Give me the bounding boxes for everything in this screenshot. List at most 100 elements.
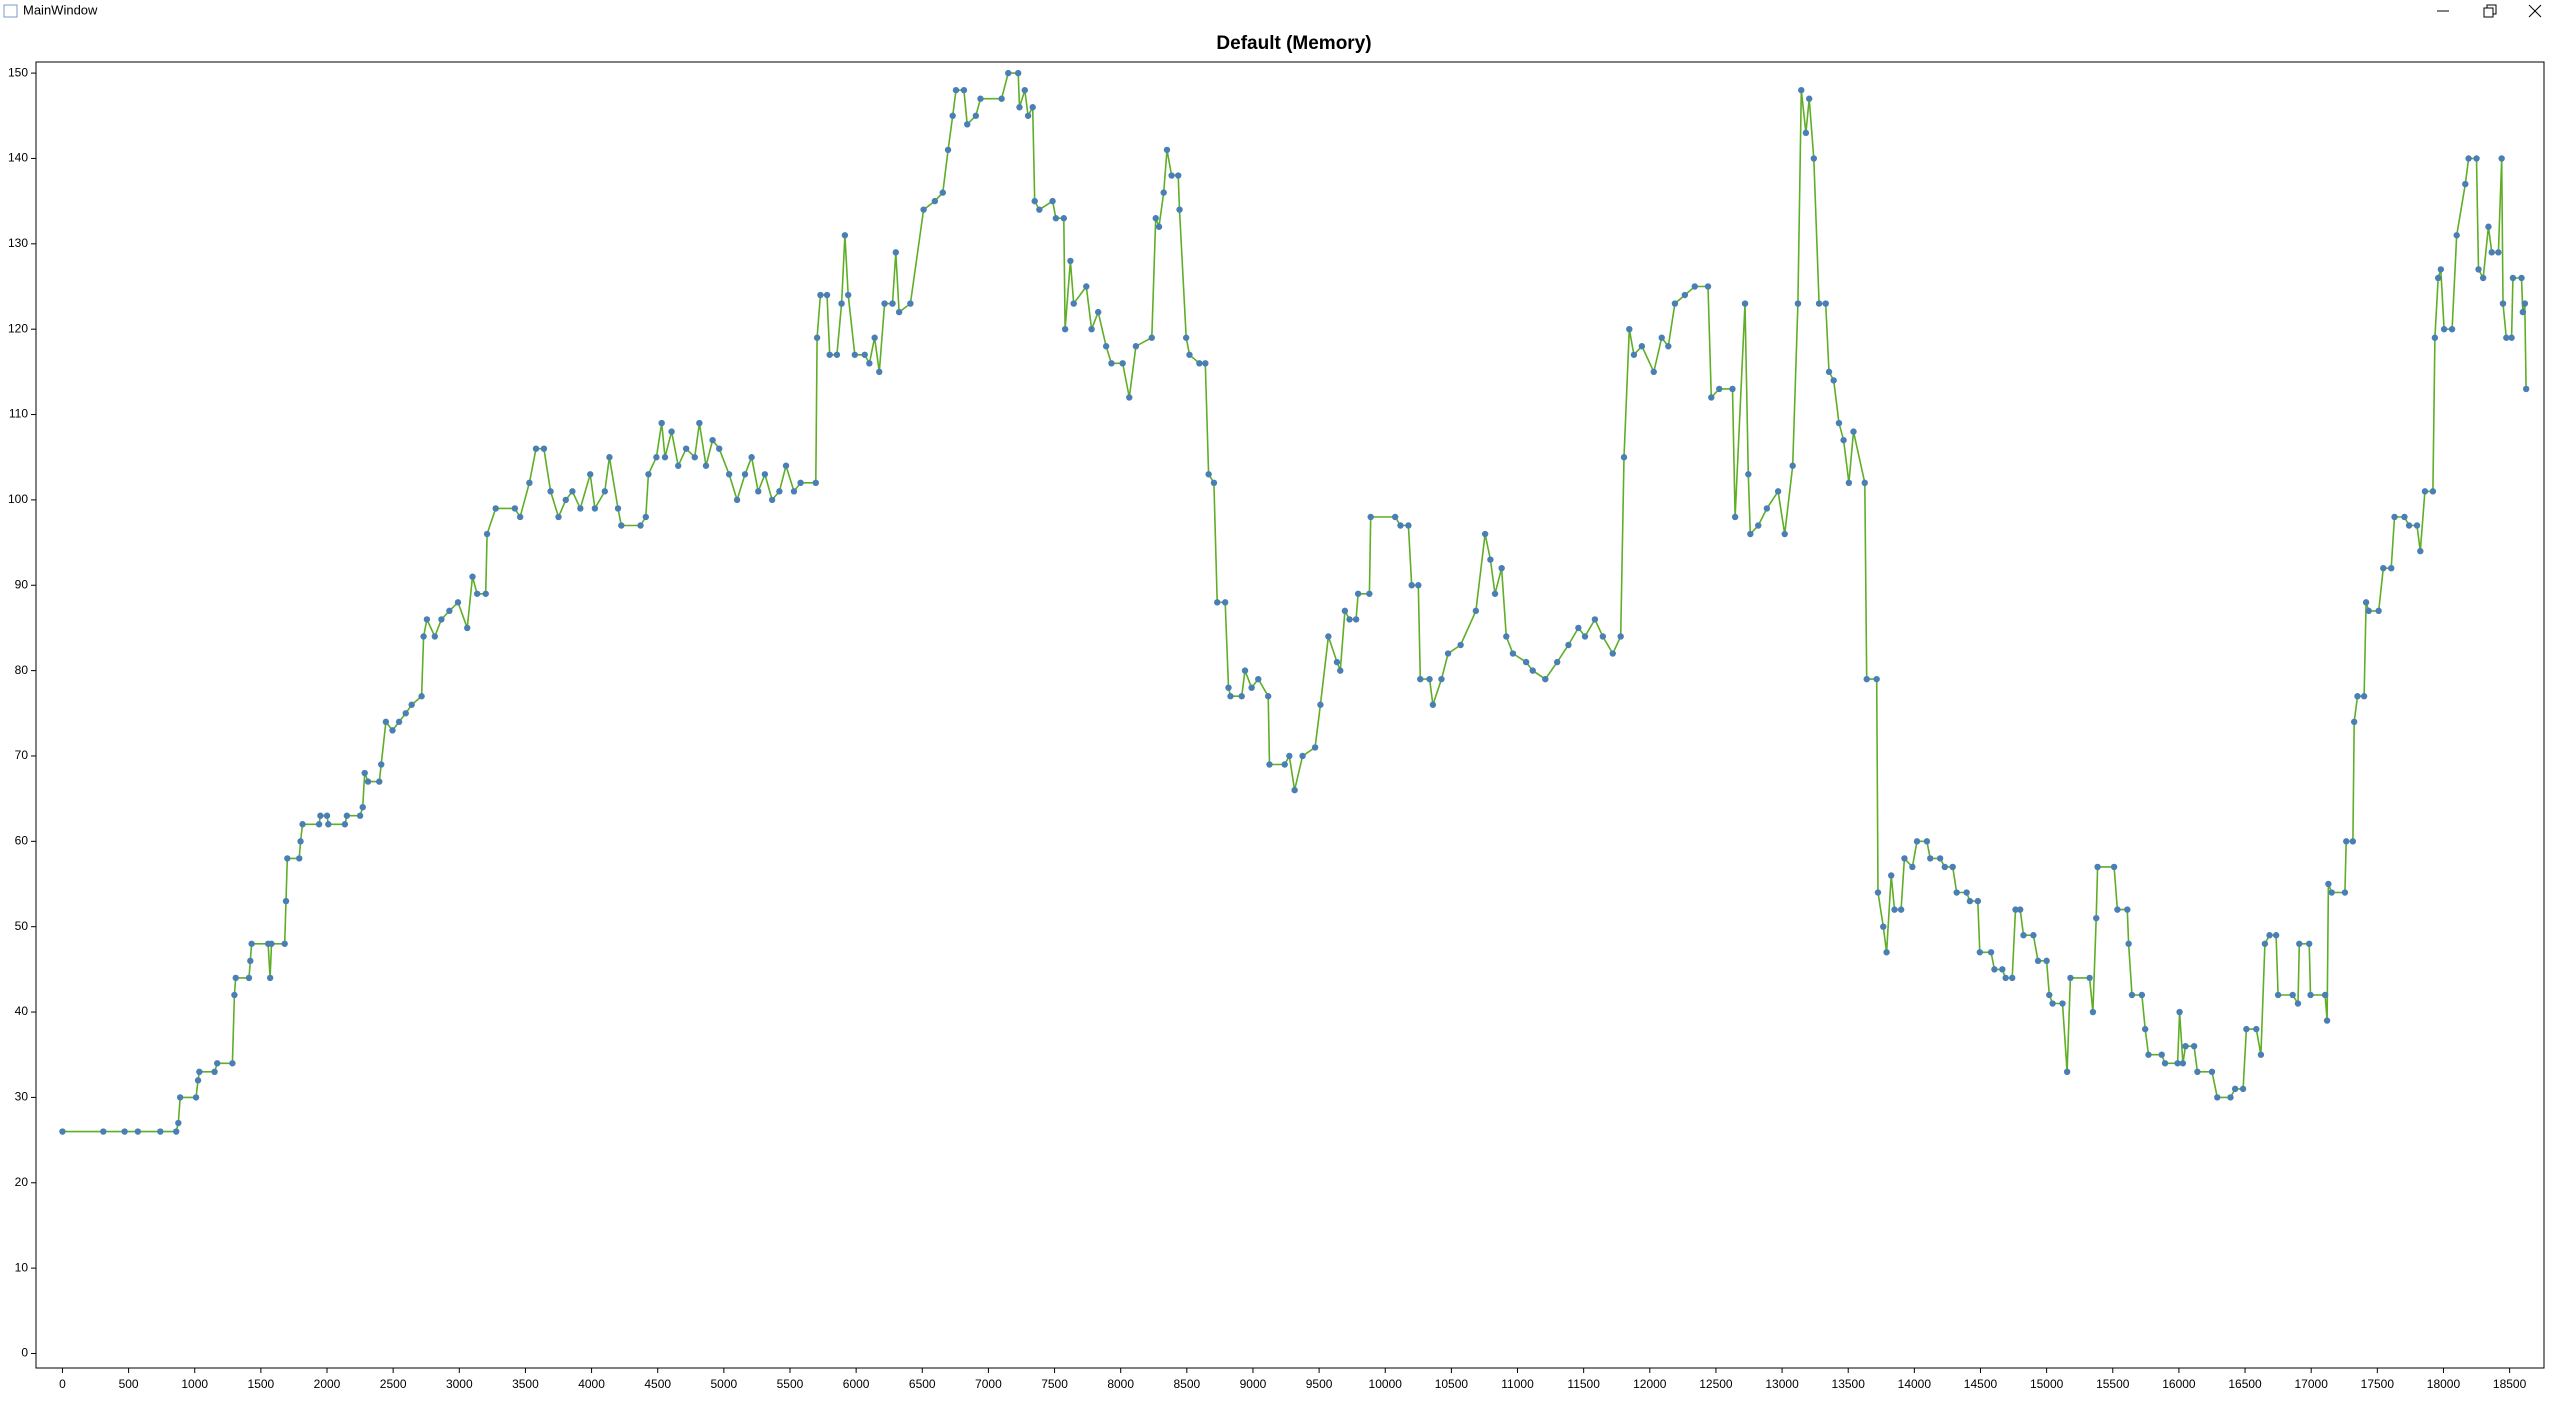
data-point [1891,906,1898,913]
data-point [1088,325,1095,333]
data-point [2343,838,2350,845]
x-tick-label: 11000 [1501,1377,1534,1391]
data-point [2257,1051,2265,1058]
data-point [812,479,819,487]
data-point [1438,675,1445,683]
data-point [2094,863,2101,871]
data-point [972,112,980,119]
x-tick-label: 2500 [380,1377,407,1391]
x-tick-label: 18500 [2493,1377,2527,1391]
data-point [2274,991,2282,999]
data-point [382,718,390,726]
data-point [998,95,1005,102]
data-point [1909,863,1916,871]
x-tick-label: 17500 [2361,1377,2395,1391]
data-point [2522,385,2530,393]
data-point [214,1060,221,1067]
data-point [1963,889,1970,896]
data-point [2208,1068,2216,1076]
data-point [2306,940,2313,947]
data-point [268,940,275,947]
data-point [1503,633,1510,640]
data-point [682,445,690,452]
data-point [2362,599,2370,606]
data-point [844,291,852,299]
data-point [1366,590,1373,597]
data-point [1227,693,1234,700]
data-point [2325,880,2332,888]
y-tick-label: 60 [15,834,29,848]
x-tick-label: 7000 [975,1377,1002,1391]
data-point [1591,616,1599,623]
data-point [1481,530,1489,538]
data-point [1650,368,1657,376]
data-point [1152,215,1159,222]
data-point [121,1128,128,1135]
data-point [618,522,625,529]
close-button[interactable] [2528,4,2542,18]
x-tick-label: 16000 [2162,1377,2196,1391]
data-point [944,146,952,154]
data-point [2421,488,2429,495]
data-point [755,488,762,495]
data-point [2261,940,2269,947]
data-point [952,86,960,94]
data-point [1554,658,1561,666]
data-point [1415,582,1422,589]
data-point [1798,86,1805,94]
data-point [547,488,554,495]
data-point [1083,283,1090,290]
y-tick-label: 80 [15,663,29,677]
x-tick-label: 8000 [1107,1377,1134,1391]
data-point [1630,351,1638,358]
data-point [741,471,749,478]
data-point [473,590,481,597]
data-point [1202,360,1209,367]
data-point [1522,658,1530,666]
data-point [1354,590,1362,597]
data-point [1225,684,1232,691]
data-point [299,821,306,828]
data-point [134,1128,142,1135]
x-tick-label: 8500 [1173,1377,1200,1391]
data-point [2296,940,2303,947]
data-point [2434,274,2442,282]
data-point [1880,923,1887,930]
data-point [247,957,254,965]
data-point [637,522,644,529]
restore-button[interactable] [2483,4,2497,18]
data-point [931,197,939,205]
x-tick-label: 16500 [2228,1377,2262,1391]
data-point [1716,385,1723,393]
data-point [356,812,364,819]
data-point [2266,932,2273,939]
data-point [716,445,723,452]
data-point [2341,889,2349,896]
y-tick-label: 70 [15,748,29,762]
data-point [1060,215,1068,222]
data-point [1691,283,1698,290]
data-point [1575,624,1582,632]
data-point [1789,462,1796,469]
data-point [1941,863,1948,871]
data-point [709,436,716,444]
data-point [2519,308,2527,316]
data-point [1830,377,1837,384]
data-point [2453,232,2460,239]
data-point [420,633,427,640]
y-tick-label: 40 [15,1004,29,1018]
data-point [2431,334,2439,341]
data-point [1102,343,1110,350]
data-point [1266,761,1273,768]
data-point [1658,334,1665,341]
data-point [343,812,351,819]
x-tick-label: 6500 [909,1377,936,1391]
data-point [1731,513,1739,521]
data-point [2509,274,2517,282]
data-point [1638,343,1646,350]
data-point [658,419,665,427]
data-point [790,488,798,495]
data-point [2089,1008,2097,1016]
data-point [1397,522,1404,529]
data-point [1949,863,1956,871]
